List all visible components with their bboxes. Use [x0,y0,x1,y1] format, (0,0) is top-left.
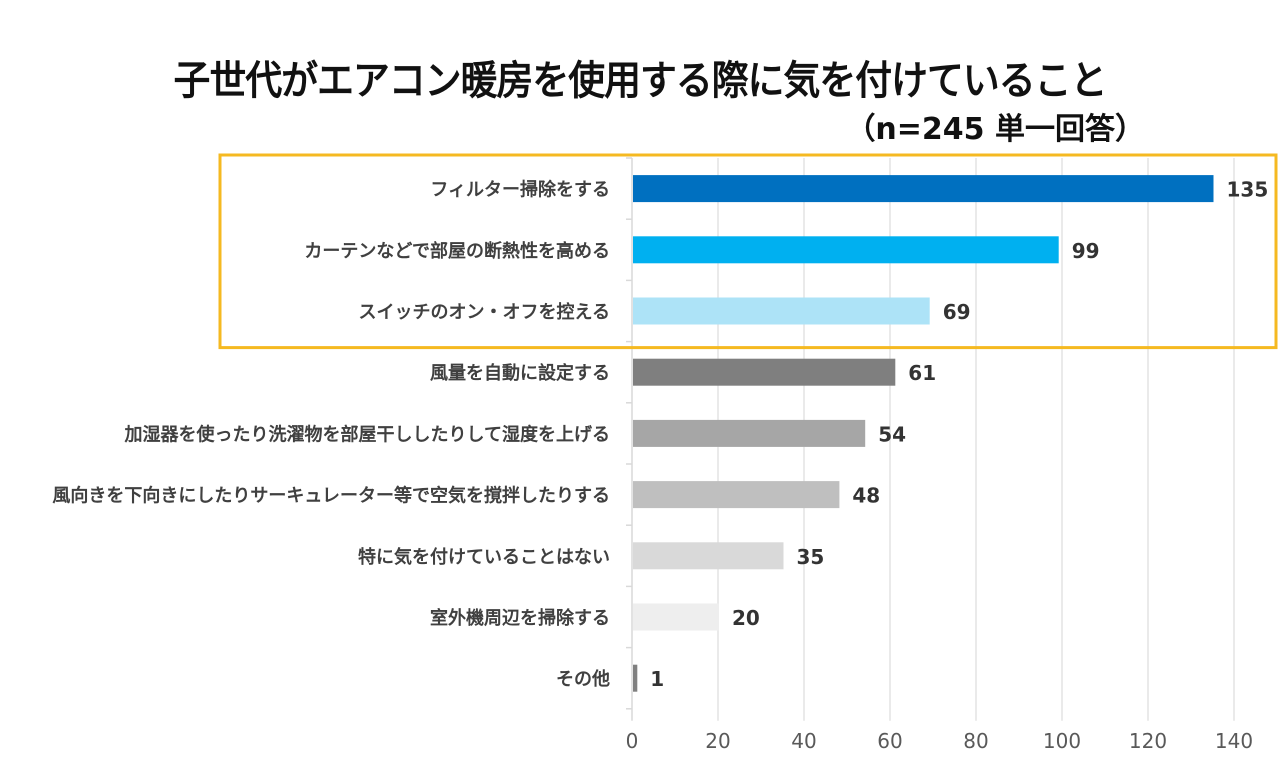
value-label: 20 [732,606,760,630]
category-label: 室外機周辺を掃除する [430,607,610,629]
category-label: 特に気を付けていることはない [358,546,610,568]
category-label: その他 [556,668,610,690]
x-tick-label: 0 [626,729,639,753]
bar [633,419,866,447]
value-label: 61 [908,361,936,385]
category-label: 風量を自動に設定する [430,362,610,384]
chart-subtitle: （n=245 単一回答） [845,112,1145,147]
value-label: 35 [797,545,825,569]
bar [633,603,719,631]
value-label: 1 [650,667,664,691]
x-tick-labels: 0 20 40 60 80 100 120 140 [626,729,1253,753]
bar [633,297,930,325]
category-label: 風向きを下向きにしたりサーキュレーター等で空気を撹拌したりする [52,485,610,507]
y-axis [626,157,633,721]
category-label: カーテンなどで部屋の断熱性を高める [304,240,610,262]
bars [633,175,1214,692]
category-label: 加湿器を使ったり洗濯物を部屋干ししたりして湿度を上げる [124,423,610,445]
x-tick-label: 20 [705,729,730,753]
x-tick-label: 80 [963,729,988,753]
category-label: フィルター掃除をする [430,179,610,201]
highlight-box [218,153,1278,350]
value-label: 135 [1227,178,1269,202]
x-tick-label: 140 [1215,729,1253,753]
x-tick-label: 120 [1129,729,1167,753]
bar [633,358,896,386]
value-label: 69 [943,300,971,324]
bar [633,664,638,692]
category-labels: フィルター掃除をするカーテンなどで部屋の断熱性を高めるスイッチのオン・オフを控え… [52,179,610,691]
x-tick-label: 100 [1043,729,1081,753]
bar [633,542,784,570]
chart-title: 子世代がエアコン暖房を使用する際に気を付けていること [173,58,1108,104]
category-label: スイッチのオン・オフを控える [359,301,610,323]
value-label: 48 [852,484,880,508]
x-tick-label: 40 [791,729,816,753]
value-label: 99 [1072,239,1100,263]
bar [633,481,840,509]
x-tick-label: 60 [877,729,902,753]
value-label: 54 [878,422,906,446]
bar [633,236,1059,264]
value-labels: 135 99 69 61 54 48 35 20 1 [650,178,1268,692]
bar [633,175,1214,203]
